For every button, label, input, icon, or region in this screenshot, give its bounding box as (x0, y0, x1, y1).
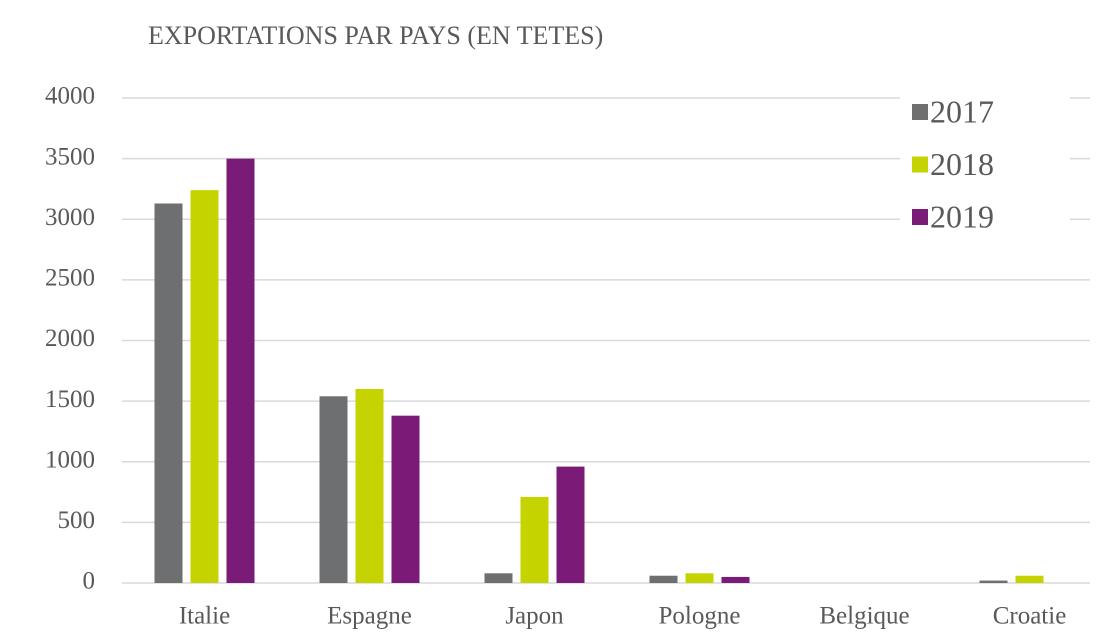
y-tick-label: 2000 (45, 325, 95, 352)
bar (1015, 575, 1044, 583)
y-tick-label: 500 (58, 507, 96, 534)
legend-swatch (912, 209, 928, 225)
legend-label: 2019 (930, 198, 994, 234)
bar (484, 573, 513, 583)
legend-label: 2018 (930, 146, 994, 182)
x-tick-label: Japon (505, 603, 564, 630)
bar (226, 158, 255, 583)
bar (319, 396, 348, 583)
legend-label: 2017 (930, 93, 994, 129)
bar (979, 580, 1008, 583)
bar (520, 496, 549, 583)
y-tick-label: 0 (83, 568, 96, 595)
bar (355, 389, 384, 583)
legend-swatch (912, 156, 928, 173)
bar (721, 576, 750, 583)
x-tick-label: Pologne (659, 603, 741, 630)
x-tick-label: Italie (179, 603, 230, 630)
bar (685, 573, 714, 583)
x-tick-label: Belgique (819, 603, 909, 630)
y-tick-label: 1000 (45, 446, 95, 473)
x-tick-label: Croatie (993, 603, 1067, 630)
y-tick-label: 3500 (45, 143, 95, 170)
y-tick-label: 3000 (45, 204, 95, 231)
legend-swatch (912, 104, 928, 120)
chart-title: EXPORTATIONS PAR PAYS (EN TETES) (148, 21, 603, 50)
bar (649, 575, 678, 583)
y-tick-label: 4000 (45, 83, 95, 110)
bar (190, 190, 219, 583)
x-tick-label: Espagne (327, 603, 412, 630)
bar (391, 415, 420, 583)
y-tick-label: 2500 (45, 265, 95, 292)
legend-background (900, 88, 1070, 243)
bar (154, 203, 183, 584)
y-tick-label: 1500 (45, 386, 95, 413)
bar (556, 466, 585, 583)
